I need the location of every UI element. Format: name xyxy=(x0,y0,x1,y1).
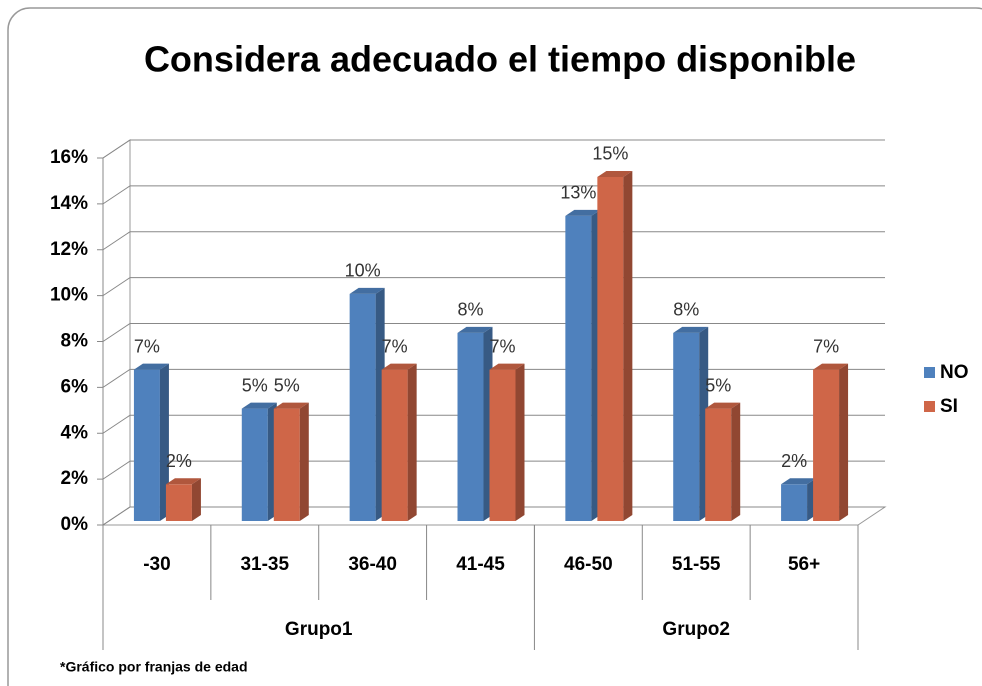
value-label: 7% xyxy=(382,336,408,356)
value-label: 5% xyxy=(242,375,268,395)
bar-side xyxy=(299,402,309,521)
bar-side xyxy=(731,402,741,521)
value-label: 2% xyxy=(166,451,192,471)
bar-top xyxy=(813,363,849,370)
bar-top xyxy=(489,363,525,370)
x-tick-label: 56+ xyxy=(788,554,820,575)
legend-swatch xyxy=(924,401,935,412)
value-label: 8% xyxy=(673,300,699,320)
value-label: 5% xyxy=(705,375,731,395)
bar xyxy=(457,332,484,521)
bar-top xyxy=(705,402,741,409)
value-label: 13% xyxy=(560,183,596,203)
bar xyxy=(705,408,732,521)
bar-side xyxy=(407,363,417,521)
bar-top xyxy=(781,478,817,485)
x-tick-label: -30 xyxy=(143,554,170,575)
value-label: 7% xyxy=(134,336,160,356)
bar-side xyxy=(623,170,633,521)
y-tick-label: 10% xyxy=(50,285,88,306)
x-tick-label: 31-35 xyxy=(240,554,289,575)
value-label: 7% xyxy=(489,336,515,356)
bar xyxy=(381,369,408,521)
grid-line xyxy=(102,506,885,526)
bar xyxy=(673,332,700,521)
y-tick-label: 0% xyxy=(61,514,89,535)
value-label: 10% xyxy=(345,261,381,281)
grid-line xyxy=(102,185,885,205)
value-label: 2% xyxy=(781,451,807,471)
footnote: *Gráfico por franjas de edad xyxy=(60,659,248,675)
value-label: 5% xyxy=(274,375,300,395)
y-tick-label: 8% xyxy=(61,331,89,352)
y-tick-label: 16% xyxy=(50,147,88,168)
grid-line xyxy=(102,277,885,297)
y-tick-label: 4% xyxy=(61,422,89,443)
bar xyxy=(273,408,300,521)
y-tick-label: 2% xyxy=(61,468,89,489)
bar xyxy=(565,215,592,521)
x-tick-label: 36-40 xyxy=(348,554,397,575)
bar xyxy=(349,293,376,521)
grid-line xyxy=(102,414,885,434)
legend-label: SI xyxy=(940,396,958,417)
bar-top xyxy=(349,287,385,294)
bar-top xyxy=(133,363,169,370)
bar xyxy=(489,369,516,521)
bar-top xyxy=(673,326,709,333)
bar-side xyxy=(515,363,525,521)
group-label: Grupo2 xyxy=(662,619,730,640)
bar-top xyxy=(565,209,601,216)
grid-line xyxy=(102,368,885,388)
bar-top xyxy=(273,402,309,409)
y-tick-label: 14% xyxy=(50,193,88,214)
bar-side xyxy=(191,478,201,521)
x-tick-label: 51-55 xyxy=(672,554,721,575)
bar-side xyxy=(159,363,169,521)
bar-top xyxy=(381,363,417,370)
bar xyxy=(597,176,624,521)
bar xyxy=(241,408,268,521)
value-label: 7% xyxy=(813,336,839,356)
bar xyxy=(813,369,840,521)
grid-line xyxy=(102,231,885,251)
chart-title: Considera adecuado el tiempo disponible xyxy=(144,39,856,80)
grid-line xyxy=(102,139,885,159)
bar xyxy=(133,369,160,521)
value-label: 8% xyxy=(457,300,483,320)
grid-line xyxy=(102,460,885,480)
legend-swatch xyxy=(924,367,935,378)
bar-top xyxy=(597,170,633,177)
bar-top xyxy=(241,402,277,409)
y-tick-label: 12% xyxy=(50,239,88,260)
bar xyxy=(781,484,808,521)
x-tick-label: 41-45 xyxy=(456,554,505,575)
group-label: Grupo1 xyxy=(285,619,353,640)
bar-side xyxy=(839,363,849,521)
x-tick-label: 46-50 xyxy=(564,554,613,575)
legend-label: NO xyxy=(940,362,969,383)
bar xyxy=(165,484,192,521)
bar-top xyxy=(457,326,493,333)
y-tick-label: 6% xyxy=(61,376,89,397)
grid-line xyxy=(102,323,885,342)
value-label: 15% xyxy=(592,144,628,164)
bar-top xyxy=(165,478,201,485)
